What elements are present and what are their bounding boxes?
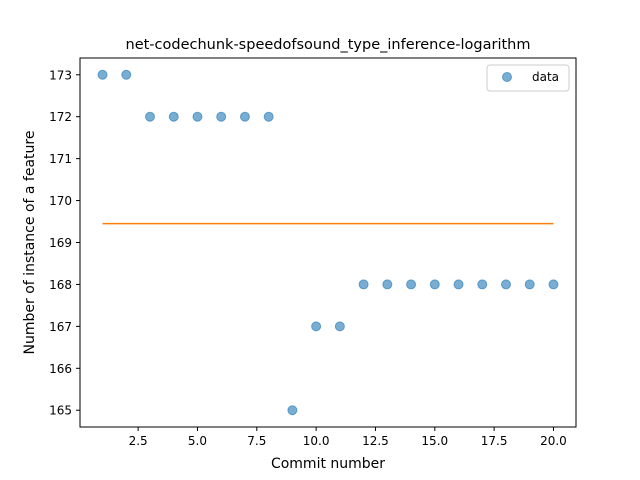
x-tick-label: 12.5: [362, 434, 389, 448]
x-tick-label: 17.5: [481, 434, 508, 448]
y-tick-label: 172: [49, 110, 72, 124]
y-tick-label: 171: [49, 152, 72, 166]
data-point: [263, 111, 274, 122]
data-point: [192, 111, 203, 122]
data-point: [239, 111, 250, 122]
chart-title: net-codechunk-speedofsound_type_inferenc…: [126, 37, 531, 53]
y-tick-label: 166: [49, 362, 72, 376]
data-point: [145, 111, 156, 122]
x-tick-label: 15.0: [421, 434, 448, 448]
legend-label-data: data: [532, 70, 559, 84]
x-axis-label: Commit number: [271, 456, 385, 472]
x-tick-label: 2.5: [129, 434, 148, 448]
x-axis: 2.5 5.0 7.5 10.0 12.5 15.0 17.5 20.0: [129, 427, 567, 448]
y-tick-label: 173: [49, 68, 72, 82]
data-point: [287, 405, 298, 416]
data-point: [168, 111, 179, 122]
y-tick-label: 167: [49, 320, 72, 334]
x-tick-label: 20.0: [540, 434, 567, 448]
data-point: [548, 279, 559, 290]
data-point: [311, 321, 322, 332]
data-point: [97, 69, 108, 80]
legend: data: [486, 64, 570, 92]
data-point: [477, 279, 488, 290]
data-point: [453, 279, 464, 290]
y-tick-label: 170: [49, 194, 72, 208]
x-tick-label: 5.0: [188, 434, 207, 448]
y-tick-label: 165: [49, 404, 72, 418]
data-point: [429, 279, 440, 290]
y-axis: 165 166 167 168 169 170 171 172 173: [49, 68, 80, 418]
y-tick-label: 168: [49, 278, 72, 292]
legend-box: [486, 64, 570, 92]
data-point: [524, 279, 535, 290]
x-tick-label: 7.5: [247, 434, 266, 448]
data-point: [121, 69, 132, 80]
plot-area: [97, 69, 559, 416]
y-axis-label: Number of instance of a feature: [22, 131, 38, 355]
data-point: [358, 279, 369, 290]
data-point: [382, 279, 393, 290]
y-tick-label: 169: [49, 236, 72, 250]
data-point: [500, 279, 511, 290]
x-tick-label: 10.0: [303, 434, 330, 448]
data-point: [216, 111, 227, 122]
data-point: [406, 279, 417, 290]
data-point: [334, 321, 345, 332]
legend-marker-data: [502, 72, 512, 82]
